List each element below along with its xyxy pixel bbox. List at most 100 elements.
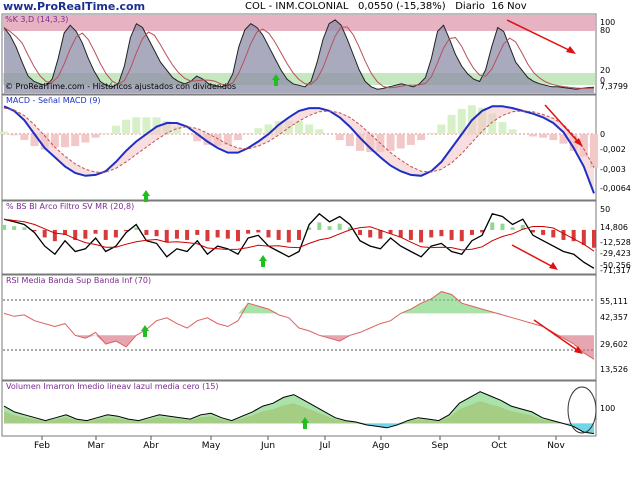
bsbi-bar xyxy=(490,222,495,230)
macd-hist-bar xyxy=(427,132,436,135)
bsbi-bar xyxy=(388,229,393,234)
bsbi-label: % BS BI Arco Filtro SV MR (20,8) xyxy=(6,202,135,211)
bsbi-bar xyxy=(93,229,98,234)
bsbi-bar xyxy=(337,223,342,230)
bsbi-line xyxy=(3,212,595,269)
y-tick-label: 50 xyxy=(600,205,611,214)
bsbi-bar xyxy=(530,229,535,233)
bsbi-bar xyxy=(164,229,169,243)
bsbi-bar xyxy=(368,229,373,238)
volume-line xyxy=(3,391,595,435)
bsbi-bar xyxy=(327,226,332,230)
bsbi-bar xyxy=(52,229,57,242)
month-label-may: May xyxy=(202,441,221,451)
bsbi-bar xyxy=(459,229,464,242)
bsbi-bar xyxy=(429,229,434,238)
macd-hist-bar xyxy=(315,129,324,135)
bsbi-bar xyxy=(541,229,546,235)
bsbi-bar xyxy=(347,227,352,230)
signal-line xyxy=(3,107,595,173)
y-tick-label: -29,423 xyxy=(600,249,631,258)
green-arrow-5 xyxy=(301,417,309,429)
stoch-subtitle: © ProRealTime.com - Históricos ajustados… xyxy=(5,82,237,91)
macd-hist-bar xyxy=(10,134,19,136)
red-arrowhead-3 xyxy=(549,262,558,270)
bsbi-bar xyxy=(592,229,596,248)
macd-hist-bar xyxy=(30,134,39,147)
macd-hist-bar xyxy=(142,117,151,135)
red-arrowhead-4 xyxy=(574,346,583,354)
macd-hist-bar xyxy=(590,134,598,168)
macd-hist-bar xyxy=(233,134,242,141)
macd-hist-bar xyxy=(437,124,446,135)
bsbi-bar xyxy=(246,229,251,234)
bsbi-bar xyxy=(581,229,586,245)
rsi-panel xyxy=(1,274,597,381)
bsbi-bar xyxy=(510,227,515,230)
bsbi-bar xyxy=(32,229,37,232)
y-tick-label: 100 xyxy=(600,404,616,413)
macd-hist-bar xyxy=(549,134,558,141)
bsbi-bar xyxy=(144,229,149,235)
macd-hist-bar xyxy=(498,122,507,135)
bsbi-bar xyxy=(42,229,47,238)
y-tick-label: 0 xyxy=(600,76,606,85)
macd-label: MACD - Señal MACD (9) xyxy=(6,96,101,105)
y-tick-label: -50,256 xyxy=(600,261,631,270)
stoch-d-line xyxy=(3,26,595,89)
ticker: COL - INM.COLONIAL xyxy=(245,1,349,12)
macd-hist-bar xyxy=(132,117,141,135)
bsbi-bar xyxy=(398,229,403,238)
red-arrowhead-2 xyxy=(574,138,583,147)
macd-hist-bar xyxy=(50,134,59,148)
macd-hist-bar xyxy=(264,124,273,135)
bsbi-bar xyxy=(500,223,505,230)
month-label-nov: Nov xyxy=(547,441,565,451)
bsbi-bar xyxy=(307,227,312,230)
green-arrow-3 xyxy=(259,255,267,267)
y-tick-label: -0,002 xyxy=(600,145,626,154)
macd-hist-bar xyxy=(295,120,303,135)
chart-title: COL - INM.COLONIAL 0,0550 (-15,38%) Diar… xyxy=(245,0,527,14)
stoch-price-fill xyxy=(4,19,594,93)
stoch-last-value: 7,3799 xyxy=(600,82,628,91)
bsbi-bar xyxy=(195,229,200,235)
month-label-feb: Feb xyxy=(34,441,50,451)
bsbi-bar xyxy=(297,229,301,240)
y-tick-label: -12,528 xyxy=(600,238,631,247)
green-arrow-1 xyxy=(272,74,280,86)
bsbi-bar xyxy=(124,229,129,232)
bsbi-bar xyxy=(419,229,424,243)
y-tick-label: 13,526 xyxy=(600,365,628,374)
bsbi-bar xyxy=(449,229,454,240)
volume-panel xyxy=(1,380,597,437)
macd-hist-bar xyxy=(528,134,537,137)
macd-hist-bar xyxy=(81,134,90,143)
macd-hist-bar xyxy=(579,134,588,157)
bsbi-bar xyxy=(174,229,179,239)
macd-hist-bar xyxy=(447,114,456,135)
red-arrowhead-1 xyxy=(566,46,576,54)
bsbi-bar xyxy=(12,226,17,230)
bsbi-bar xyxy=(256,229,261,233)
macd-hist-bar xyxy=(254,128,263,135)
bsbi-bar xyxy=(317,222,322,230)
bsbi-bar xyxy=(408,229,413,240)
macd-hist-bar xyxy=(406,134,415,145)
macd-hist-bar xyxy=(223,134,232,145)
bsbi-bar xyxy=(378,229,383,239)
macd-hist-bar xyxy=(508,129,517,135)
bsbi-bar xyxy=(235,229,240,242)
month-label-sep: Sep xyxy=(432,441,449,451)
bsbi-bar xyxy=(480,229,485,233)
macd-hist-bar xyxy=(539,134,548,138)
red-arrow-2 xyxy=(544,104,581,145)
macd-hist-bar xyxy=(417,134,426,141)
bsbi-panel xyxy=(1,200,597,275)
red-arrow-3 xyxy=(511,244,556,269)
macd-hist-bar xyxy=(335,134,344,141)
y-tick-label: -71,317 xyxy=(600,266,631,275)
macd-hist-bar xyxy=(305,124,314,135)
macd-hist-bar xyxy=(101,132,110,135)
